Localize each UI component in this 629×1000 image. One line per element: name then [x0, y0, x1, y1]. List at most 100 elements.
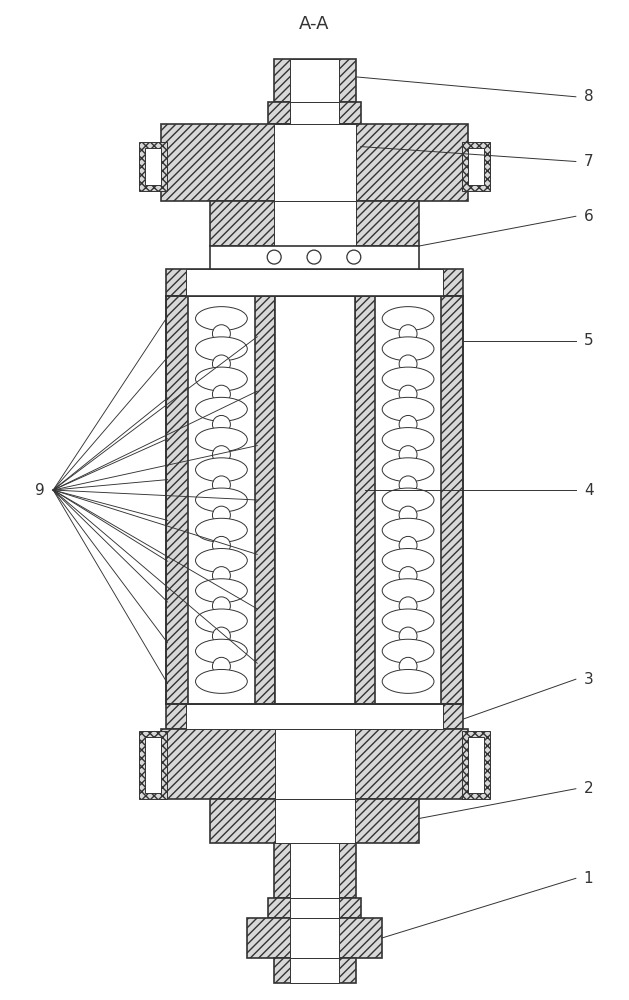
- Bar: [469, 737, 484, 793]
- Ellipse shape: [399, 627, 417, 645]
- Ellipse shape: [196, 488, 247, 512]
- Ellipse shape: [307, 250, 321, 264]
- Ellipse shape: [196, 549, 247, 572]
- Ellipse shape: [399, 506, 417, 524]
- Bar: [275, 799, 355, 843]
- Bar: [165, 704, 464, 729]
- Bar: [145, 737, 160, 793]
- Bar: [139, 731, 167, 799]
- Ellipse shape: [213, 385, 230, 403]
- Ellipse shape: [213, 567, 230, 585]
- Bar: [290, 918, 339, 958]
- Ellipse shape: [382, 428, 434, 451]
- Ellipse shape: [399, 536, 417, 554]
- Ellipse shape: [382, 579, 434, 603]
- Bar: [255, 296, 275, 704]
- Ellipse shape: [399, 415, 417, 433]
- Ellipse shape: [382, 458, 434, 482]
- Ellipse shape: [213, 536, 230, 554]
- Ellipse shape: [399, 657, 417, 675]
- Bar: [139, 142, 167, 191]
- Ellipse shape: [196, 307, 247, 331]
- Ellipse shape: [213, 325, 230, 343]
- Bar: [268, 102, 361, 124]
- Bar: [274, 958, 356, 983]
- Ellipse shape: [382, 669, 434, 693]
- Ellipse shape: [399, 385, 417, 403]
- Ellipse shape: [382, 518, 434, 542]
- Ellipse shape: [196, 458, 247, 482]
- Text: 6: 6: [584, 209, 594, 224]
- Ellipse shape: [196, 518, 247, 542]
- Bar: [211, 201, 418, 246]
- Ellipse shape: [382, 337, 434, 361]
- Bar: [462, 142, 490, 191]
- Text: 8: 8: [584, 89, 593, 104]
- Bar: [275, 729, 355, 799]
- Ellipse shape: [399, 446, 417, 464]
- Ellipse shape: [213, 446, 230, 464]
- Ellipse shape: [213, 597, 230, 615]
- Bar: [160, 729, 469, 799]
- Ellipse shape: [213, 627, 230, 645]
- Bar: [165, 269, 464, 296]
- Ellipse shape: [382, 549, 434, 572]
- Ellipse shape: [213, 415, 230, 433]
- Ellipse shape: [196, 367, 247, 391]
- Text: 5: 5: [584, 333, 593, 348]
- Ellipse shape: [196, 579, 247, 603]
- Bar: [290, 59, 339, 102]
- Text: 7: 7: [584, 154, 593, 169]
- Bar: [274, 124, 356, 201]
- Bar: [274, 59, 356, 102]
- Ellipse shape: [213, 506, 230, 524]
- Ellipse shape: [196, 639, 247, 663]
- Bar: [165, 296, 187, 704]
- Text: 9: 9: [35, 483, 45, 498]
- Bar: [275, 296, 355, 704]
- Bar: [274, 843, 356, 898]
- Ellipse shape: [382, 397, 434, 421]
- Ellipse shape: [196, 397, 247, 421]
- Ellipse shape: [399, 355, 417, 373]
- Bar: [355, 296, 375, 704]
- Bar: [442, 296, 464, 704]
- Bar: [462, 731, 490, 799]
- Bar: [160, 124, 469, 201]
- Ellipse shape: [382, 639, 434, 663]
- Bar: [186, 704, 443, 729]
- Ellipse shape: [213, 657, 230, 675]
- Bar: [145, 148, 160, 185]
- Bar: [274, 201, 356, 246]
- Text: A-A: A-A: [299, 15, 329, 33]
- Ellipse shape: [267, 250, 281, 264]
- Ellipse shape: [382, 307, 434, 331]
- Ellipse shape: [382, 367, 434, 391]
- Bar: [211, 246, 418, 269]
- Ellipse shape: [399, 597, 417, 615]
- Bar: [247, 918, 382, 958]
- Ellipse shape: [196, 428, 247, 451]
- Ellipse shape: [382, 609, 434, 633]
- Text: 3: 3: [584, 672, 594, 687]
- Ellipse shape: [347, 250, 361, 264]
- Ellipse shape: [399, 476, 417, 494]
- Ellipse shape: [213, 355, 230, 373]
- Ellipse shape: [196, 337, 247, 361]
- Bar: [211, 799, 418, 843]
- Text: 2: 2: [584, 781, 593, 796]
- Ellipse shape: [196, 609, 247, 633]
- Bar: [186, 269, 443, 296]
- Ellipse shape: [399, 567, 417, 585]
- Bar: [290, 898, 339, 918]
- Bar: [268, 898, 361, 918]
- Bar: [290, 843, 339, 898]
- Ellipse shape: [196, 669, 247, 693]
- Text: 1: 1: [584, 871, 593, 886]
- Ellipse shape: [382, 488, 434, 512]
- Bar: [469, 148, 484, 185]
- Text: 4: 4: [584, 483, 593, 498]
- Ellipse shape: [213, 476, 230, 494]
- Ellipse shape: [399, 325, 417, 343]
- Bar: [290, 958, 339, 983]
